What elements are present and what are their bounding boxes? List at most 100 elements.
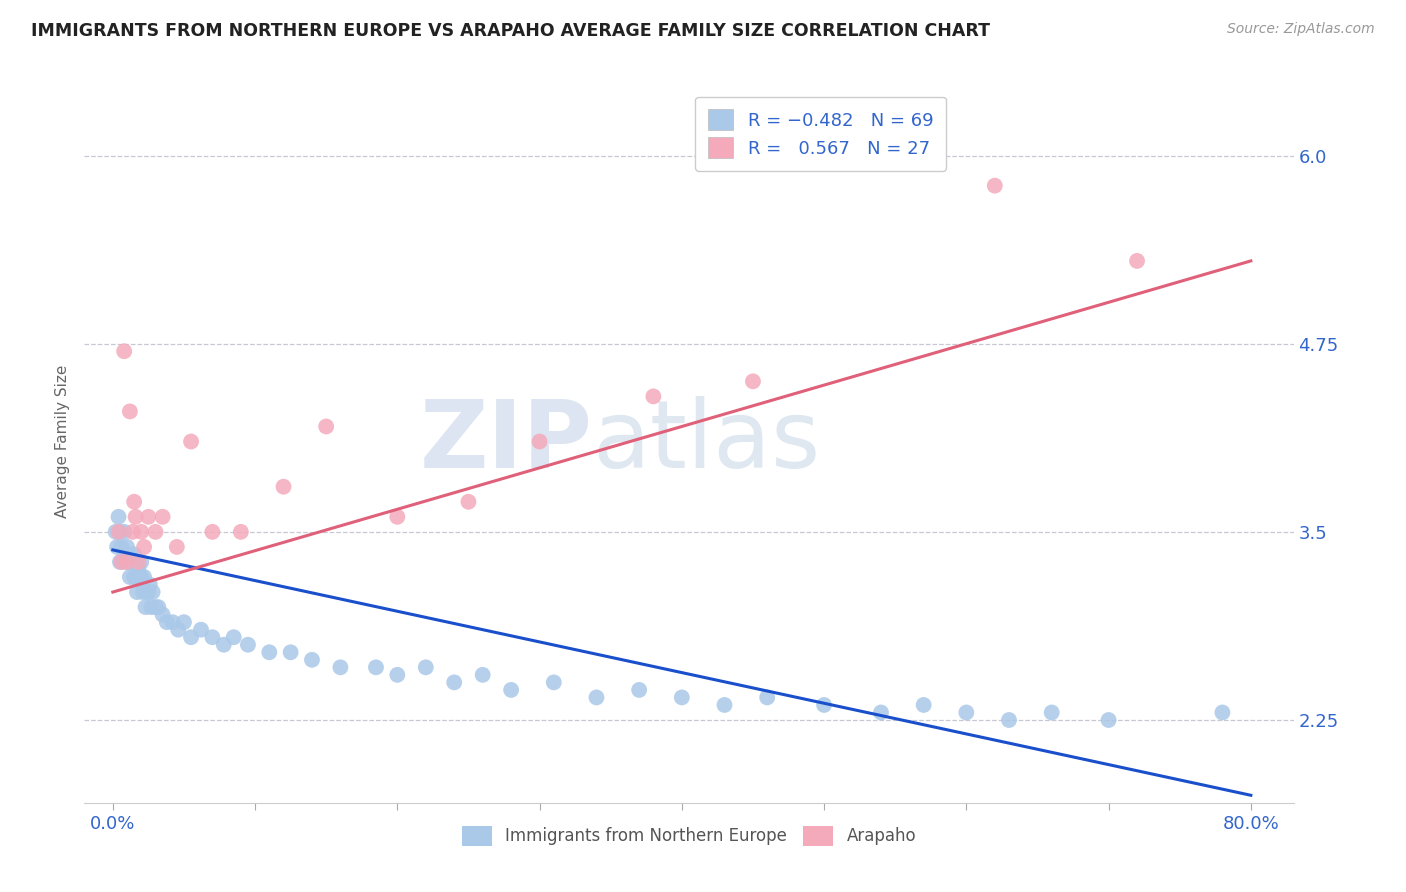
Point (443, 675, 465, 690)
Point (108, 555, 131, 569)
Point (132, 570, 155, 584)
Point (118, 570, 141, 584)
Point (108, 524, 131, 539)
Point (364, 660, 387, 674)
Point (127, 555, 149, 569)
Point (122, 548, 145, 562)
Point (1126, 253, 1149, 268)
Point (229, 524, 252, 539)
Point (115, 555, 138, 569)
Point (129, 555, 152, 569)
Point (167, 623, 190, 637)
Point (115, 555, 138, 569)
Point (138, 509, 160, 524)
Point (543, 675, 565, 690)
Point (813, 698, 835, 712)
Point (415, 660, 437, 674)
Point (124, 509, 146, 524)
Point (112, 344, 135, 359)
Point (121, 524, 143, 539)
Point (118, 548, 141, 562)
Point (166, 540, 188, 554)
Point (259, 645, 281, 659)
Point (135, 600, 157, 615)
Point (152, 607, 174, 622)
Point (315, 419, 337, 434)
Point (129, 570, 152, 584)
Point (112, 524, 135, 539)
Text: IMMIGRANTS FROM NORTHERN EUROPE VS ARAPAHO AVERAGE FAMILY SIZE CORRELATION CHART: IMMIGRANTS FROM NORTHERN EUROPE VS ARAPA… (31, 22, 990, 40)
Point (201, 630, 224, 644)
Point (111, 555, 134, 569)
Point (201, 524, 224, 539)
Point (120, 555, 142, 569)
Point (329, 660, 352, 674)
Point (148, 600, 170, 615)
Point (105, 540, 128, 554)
Point (114, 548, 136, 562)
Point (136, 585, 159, 599)
Point (212, 638, 235, 652)
Point (139, 577, 162, 591)
Point (107, 524, 129, 539)
Point (387, 668, 409, 682)
Point (145, 524, 167, 539)
Point (471, 668, 494, 682)
Point (141, 600, 163, 615)
Text: ZIP: ZIP (419, 395, 592, 488)
Point (585, 690, 607, 705)
Point (998, 713, 1021, 727)
Point (222, 630, 245, 644)
Point (128, 570, 150, 584)
Point (713, 698, 735, 712)
Y-axis label: Average Family Size: Average Family Size (55, 365, 70, 518)
Text: atlas: atlas (592, 395, 821, 488)
Point (115, 540, 138, 554)
Point (110, 540, 132, 554)
Point (156, 615, 179, 630)
Point (145, 600, 167, 615)
Point (1040, 706, 1063, 720)
Point (529, 434, 551, 449)
Point (280, 645, 302, 659)
Point (173, 615, 195, 630)
Point (117, 555, 139, 569)
Point (756, 690, 779, 705)
Point (501, 682, 523, 697)
Point (180, 630, 202, 644)
Point (131, 585, 153, 599)
Point (152, 509, 174, 524)
Point (870, 706, 893, 720)
Legend: Immigrants from Northern Europe, Arapaho: Immigrants from Northern Europe, Arapaho (449, 813, 929, 860)
Text: Source: ZipAtlas.com: Source: ZipAtlas.com (1227, 22, 1375, 37)
Point (1211, 706, 1233, 720)
Point (236, 638, 259, 652)
Point (125, 585, 148, 599)
Point (121, 555, 143, 569)
Point (118, 404, 141, 418)
Point (742, 374, 765, 388)
Point (104, 524, 127, 539)
Point (142, 585, 165, 599)
Point (132, 540, 155, 554)
Point (107, 509, 129, 524)
Point (190, 623, 212, 637)
Point (984, 178, 1007, 193)
Point (628, 682, 651, 697)
Point (1097, 713, 1119, 727)
Point (273, 480, 295, 494)
Point (122, 494, 145, 508)
Point (124, 570, 146, 584)
Point (301, 653, 323, 667)
Point (127, 562, 149, 576)
Point (110, 555, 132, 569)
Point (671, 690, 693, 705)
Point (180, 434, 202, 449)
Point (162, 615, 184, 630)
Point (643, 389, 665, 403)
Point (912, 698, 935, 712)
Point (387, 509, 409, 524)
Point (138, 585, 160, 599)
Point (955, 706, 977, 720)
Point (122, 570, 145, 584)
